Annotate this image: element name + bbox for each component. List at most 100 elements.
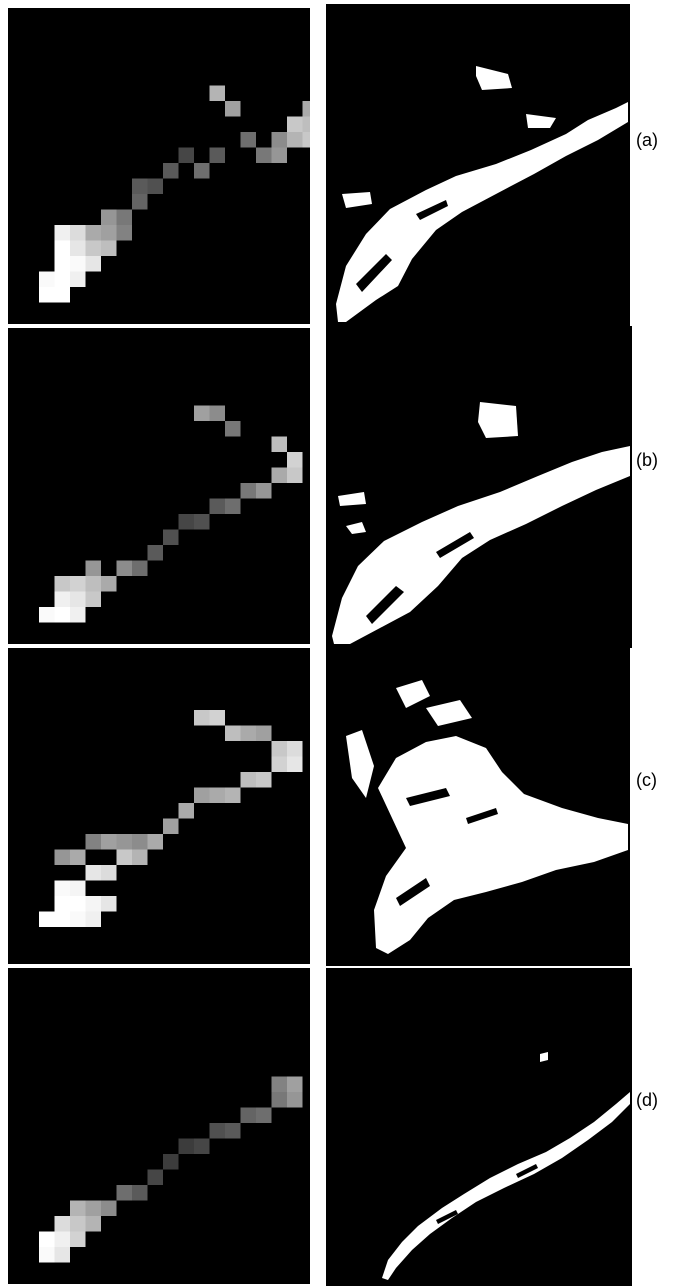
pixel-cell: [70, 1216, 86, 1232]
pixel-cell: [54, 240, 70, 256]
lowres-grid-d: [39, 1076, 303, 1263]
pixel-cell: [132, 178, 148, 194]
pixel-cell: [271, 436, 287, 452]
pixel-cell: [54, 849, 70, 865]
highres-mask-c: [346, 680, 628, 954]
pixel-cell: [70, 591, 86, 607]
pixel-cell: [147, 178, 163, 194]
pixel-cell: [54, 576, 70, 592]
pixel-cell: [240, 1107, 256, 1123]
pixel-cell: [163, 818, 179, 834]
pixel-cell: [54, 880, 70, 896]
pixel-cell: [54, 591, 70, 607]
pixel-cell: [70, 849, 86, 865]
panel-c-lowres: [8, 648, 310, 964]
pixel-cell: [39, 271, 55, 287]
pixel-cell: [101, 834, 117, 850]
pixel-cell: [54, 607, 70, 623]
pixel-cell: [256, 147, 272, 163]
pixel-cell: [194, 163, 210, 179]
row-label-b: (b): [636, 450, 658, 470]
pixel-cell: [271, 132, 287, 148]
pixel-cell: [70, 1200, 86, 1216]
pixel-cell: [101, 1200, 117, 1216]
pixel-cell: [70, 271, 86, 287]
panel-a-lowres: [8, 8, 310, 324]
pixel-cell: [116, 849, 132, 865]
pixel-cell: [194, 514, 210, 530]
pixel-cell: [256, 483, 272, 499]
pixel-cell: [85, 1216, 101, 1232]
pixel-cell: [116, 1185, 132, 1201]
pixel-cell: [70, 896, 86, 912]
pixel-cell: [101, 240, 117, 256]
pixel-cell: [39, 287, 55, 303]
pixel-cell: [116, 560, 132, 576]
pixel-cell: [256, 1107, 272, 1123]
pixel-cell: [101, 896, 117, 912]
pixel-cell: [147, 545, 163, 561]
pixel-cell: [85, 1200, 101, 1216]
pixel-cell: [178, 803, 194, 819]
pixel-cell: [194, 710, 210, 726]
pixel-cell: [178, 147, 194, 163]
pixel-cell: [209, 710, 225, 726]
pixel-cell: [240, 725, 256, 741]
pixel-cell: [271, 741, 287, 757]
pixel-cell: [271, 467, 287, 483]
pixel-cell: [287, 116, 303, 132]
pixel-cell: [194, 1138, 210, 1154]
panel-a-highres: [326, 4, 630, 326]
pixel-cell: [163, 163, 179, 179]
highres-mask-b: [332, 402, 630, 644]
pixel-cell: [271, 1092, 287, 1108]
pixel-cell: [85, 896, 101, 912]
pixel-cell: [54, 256, 70, 272]
pixel-cell: [287, 1076, 303, 1092]
pixel-cell: [116, 225, 132, 241]
pixel-cell: [85, 591, 101, 607]
pixel-cell: [85, 576, 101, 592]
pixel-cell: [194, 405, 210, 421]
pixel-cell: [85, 240, 101, 256]
pixel-cell: [287, 452, 303, 468]
pixel-cell: [132, 849, 148, 865]
pixel-cell: [85, 911, 101, 927]
pixel-cell: [116, 209, 132, 225]
highres-mask-a: [336, 66, 628, 322]
pixel-cell: [101, 225, 117, 241]
pixel-cell: [240, 772, 256, 788]
pixel-cell: [240, 132, 256, 148]
pixel-cell: [70, 256, 86, 272]
pixel-cell: [209, 405, 225, 421]
pixel-cell: [39, 1247, 55, 1263]
pixel-cell: [70, 911, 86, 927]
pixel-cell: [116, 834, 132, 850]
pixel-cell: [225, 787, 241, 803]
highres-mask-d: [382, 1052, 630, 1280]
pixel-cell: [225, 421, 241, 437]
pixel-cell: [256, 772, 272, 788]
panel-b-lowres: [8, 328, 310, 644]
pixel-cell: [54, 1247, 70, 1263]
panel-d-lowres: [8, 968, 310, 1284]
pixel-cell: [132, 1185, 148, 1201]
pixel-cell: [101, 209, 117, 225]
pixel-cell: [54, 1216, 70, 1232]
pixel-cell: [54, 911, 70, 927]
pixel-cell: [54, 896, 70, 912]
lowres-grid-c: [39, 710, 303, 927]
pixel-cell: [287, 467, 303, 483]
pixel-cell: [209, 498, 225, 514]
pixel-cell: [209, 147, 225, 163]
pixel-cell: [85, 256, 101, 272]
pixel-cell: [302, 101, 310, 117]
pixel-cell: [70, 225, 86, 241]
pixel-cell: [163, 1154, 179, 1170]
pixel-cell: [70, 240, 86, 256]
pixel-cell: [70, 607, 86, 623]
pixel-cell: [271, 756, 287, 772]
pixel-cell: [163, 529, 179, 545]
pixel-cell: [70, 576, 86, 592]
pixel-cell: [287, 741, 303, 757]
